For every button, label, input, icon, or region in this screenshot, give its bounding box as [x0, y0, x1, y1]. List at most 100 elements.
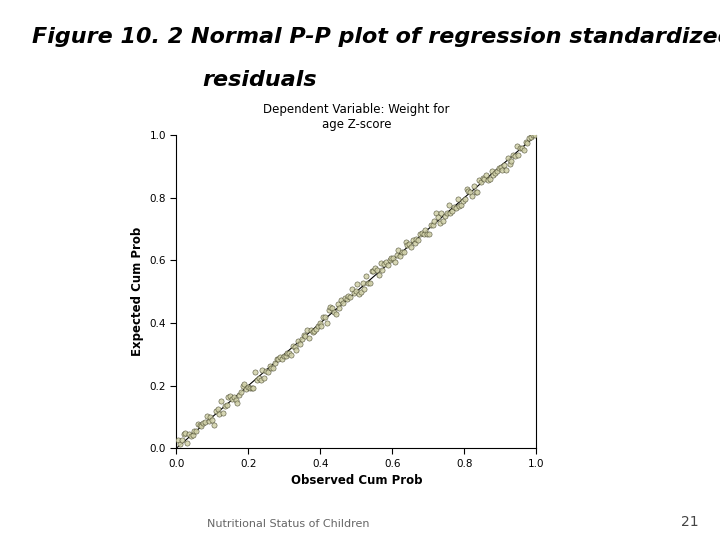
Point: [239, 380, 251, 389]
Point: [490, 169, 501, 178]
Point: [183, 429, 194, 438]
Text: 21: 21: [681, 515, 698, 529]
Point: [487, 171, 499, 180]
Point: [418, 230, 429, 238]
Point: [326, 304, 338, 313]
Point: [294, 340, 306, 348]
Point: [409, 239, 420, 248]
Point: [459, 195, 470, 204]
Point: [522, 139, 534, 148]
Point: [315, 322, 327, 330]
Point: [523, 134, 535, 143]
Point: [526, 132, 537, 141]
Point: [264, 361, 275, 370]
Point: [382, 261, 394, 269]
Point: [339, 294, 351, 302]
Point: [214, 409, 225, 418]
Point: [375, 259, 387, 268]
Point: [516, 143, 528, 152]
Point: [278, 352, 289, 360]
Point: [431, 209, 442, 218]
Point: [420, 226, 431, 234]
Point: [210, 407, 222, 416]
Point: [190, 426, 202, 435]
Point: [395, 252, 406, 260]
Point: [366, 267, 377, 275]
Point: [215, 396, 227, 405]
Point: [400, 238, 411, 246]
Point: [384, 256, 395, 265]
Point: [491, 167, 503, 176]
Point: [298, 330, 310, 339]
Point: [208, 421, 220, 429]
Point: [497, 165, 508, 174]
Point: [189, 427, 200, 435]
Point: [359, 285, 370, 293]
Point: [305, 326, 317, 334]
Point: [432, 213, 444, 221]
Point: [285, 350, 297, 359]
Point: [527, 131, 539, 140]
Point: [454, 202, 465, 211]
Point: [386, 253, 397, 262]
Point: [186, 430, 198, 439]
Point: [452, 195, 464, 204]
Point: [368, 267, 379, 275]
Point: [287, 342, 299, 350]
Point: [462, 186, 474, 195]
Point: [457, 196, 469, 205]
Point: [332, 300, 343, 308]
Point: [343, 292, 354, 300]
Point: [201, 412, 212, 421]
Point: [262, 368, 274, 376]
Point: [232, 399, 243, 407]
Point: [472, 188, 483, 197]
Point: [280, 352, 292, 360]
Point: [398, 248, 410, 256]
Point: [309, 327, 320, 336]
Point: [321, 319, 333, 327]
Point: [237, 382, 248, 390]
Point: [373, 271, 384, 280]
Point: [273, 355, 284, 363]
Point: [302, 326, 313, 334]
Point: [362, 279, 374, 287]
Point: [260, 367, 271, 375]
Point: [443, 200, 454, 209]
Point: [333, 303, 345, 312]
Point: [428, 217, 440, 226]
Point: [284, 349, 295, 357]
Point: [330, 309, 341, 318]
Point: [192, 420, 204, 428]
Point: [511, 142, 523, 151]
Point: [403, 240, 415, 248]
Point: [445, 208, 456, 217]
Point: [436, 209, 447, 218]
Point: [325, 303, 336, 312]
Point: [267, 364, 279, 373]
Point: [248, 383, 259, 392]
Point: [292, 336, 304, 345]
Point: [246, 384, 257, 393]
Point: [468, 182, 480, 191]
Point: [230, 396, 241, 404]
Point: [377, 266, 388, 274]
Point: [174, 439, 186, 448]
Point: [351, 279, 363, 288]
Point: [405, 242, 417, 251]
Point: [266, 363, 277, 372]
Point: [438, 217, 449, 225]
Point: [515, 144, 526, 152]
Point: [197, 419, 209, 428]
Point: [221, 401, 233, 410]
Point: [172, 436, 184, 444]
Point: [387, 254, 399, 262]
Point: [518, 146, 530, 154]
Text: Figure 10. 2 Normal P-P plot of regression standardized: Figure 10. 2 Normal P-P plot of regressi…: [32, 27, 720, 47]
Point: [439, 212, 451, 220]
Point: [319, 313, 330, 321]
Point: [456, 200, 467, 209]
Point: [449, 202, 460, 211]
Point: [520, 138, 531, 147]
Point: [504, 160, 516, 168]
